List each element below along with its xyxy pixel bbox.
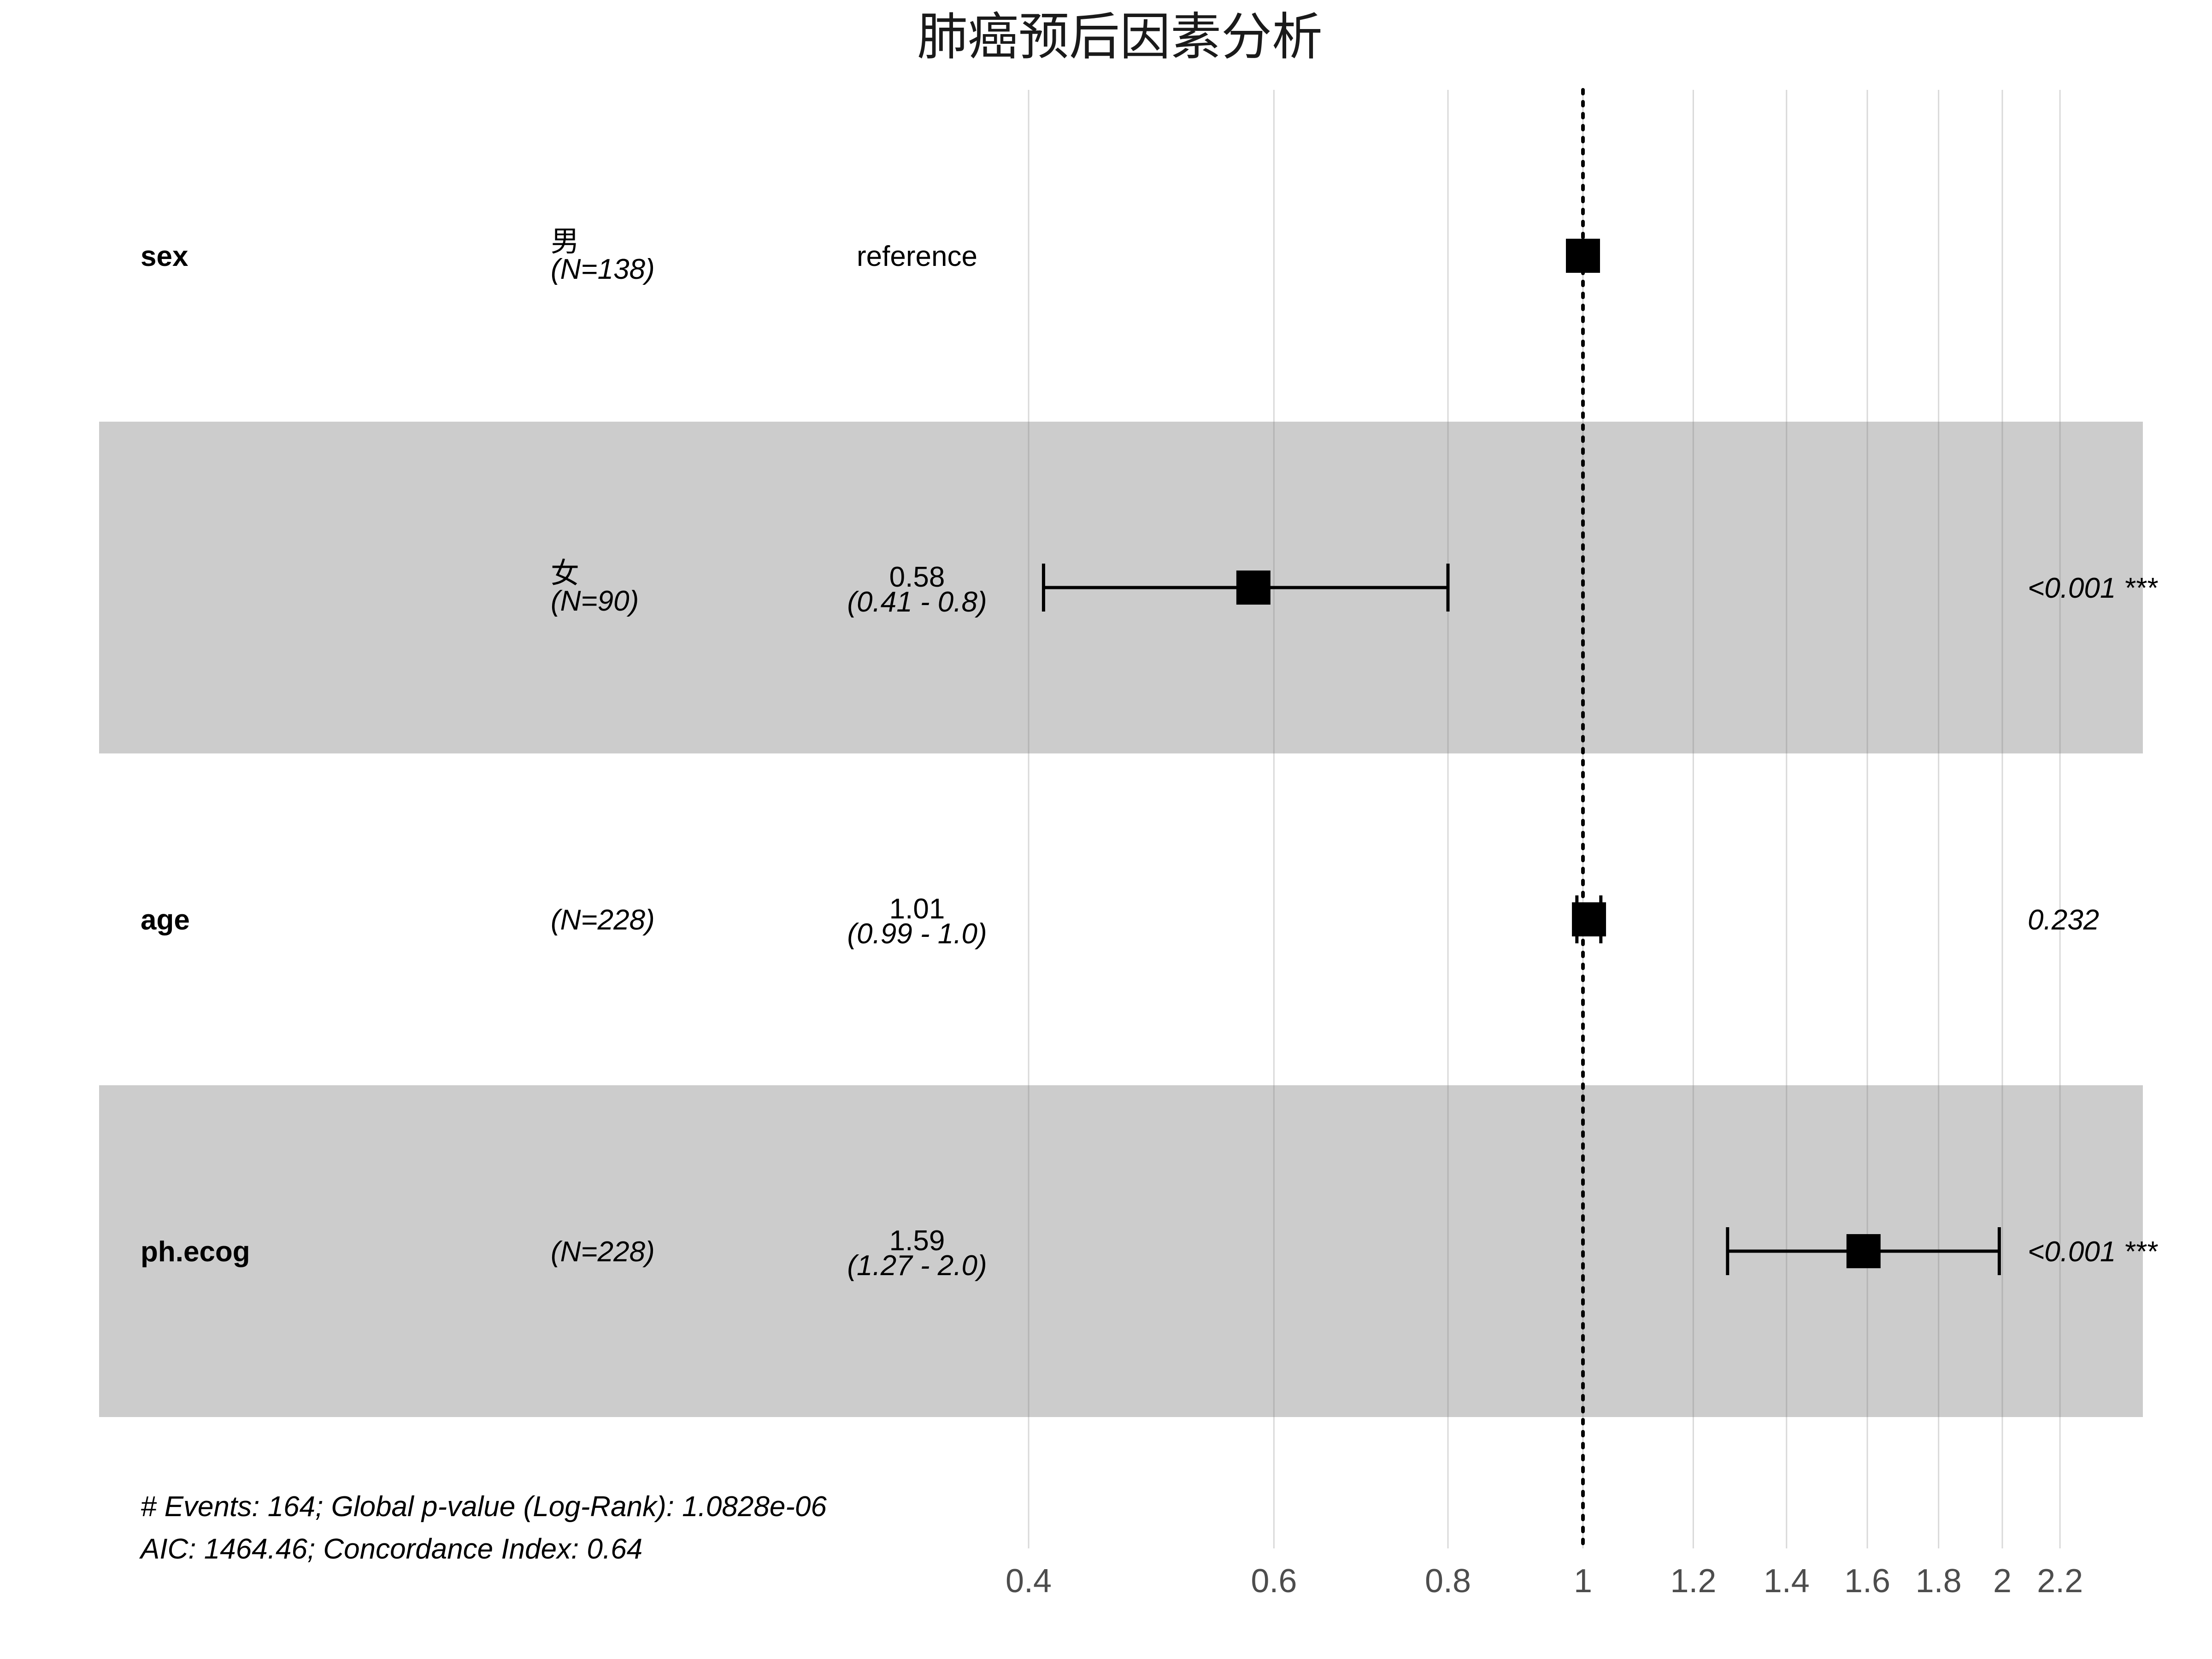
estimate-marker [1572,902,1606,936]
estimate-marker [1846,1234,1881,1268]
x-tick-label: 2 [1993,1563,2012,1600]
variable-label: sex [141,241,188,272]
variable-label: age [141,904,190,936]
estimate-label: reference [857,241,977,272]
estimate-label: 0.58 [889,561,945,593]
estimates [1041,239,2001,1275]
estimate-marker [1236,571,1271,605]
ci-label: (1.27 - 2.0) [847,1250,987,1282]
ci-label: (0.41 - 0.8) [847,586,987,618]
x-tick-label: 0.6 [1251,1563,1297,1600]
ci-label: (0.99 - 1.0) [847,918,987,950]
footnote-events: # Events: 164; Global p-value (Log-Rank)… [141,1491,827,1523]
level-n: (N=90) [551,585,639,617]
footnote-aic: AIC: 1464.46; Concordance Index: 0.64 [139,1533,642,1565]
estimate-marker [1566,239,1600,273]
x-tick-label: 0.8 [1425,1563,1471,1600]
level-label: 女 [551,558,579,589]
chart-title: 肺癌预后因素分析 [917,7,1323,66]
x-tick-label: 1 [1574,1563,1592,1600]
x-tick-label: 1.8 [1916,1563,1962,1600]
variable-label: ph.ecog [141,1236,250,1268]
x-tick-label: 0.4 [1006,1563,1052,1600]
estimate-label: 1.59 [889,1225,945,1257]
x-tick-label: 1.4 [1764,1563,1810,1600]
p-value-label: <0.001 *** [2028,572,2158,604]
p-value-label: <0.001 *** [2028,1236,2158,1268]
p-value-label: 0.232 [2028,904,2099,936]
row-labels: sex 男(N=138) reference 女(N=90) 0.58(0.41 - 0… [141,226,2158,1282]
level-n: (N=228) [551,1236,655,1268]
x-tick-label: 1.2 [1670,1563,1716,1600]
level-n: (N=228) [551,904,655,936]
level-label: 男 [551,226,579,258]
x-axis-ticks: 0.4 0.6 0.8 1 1.2 1.4 1.6 1.8 2 2.2 [1006,1563,2083,1600]
level-n: (N=138) [551,253,655,285]
estimate-label: 1.01 [889,893,945,925]
row-shading [99,422,2143,1417]
x-tick-label: 2.2 [2037,1563,2083,1600]
x-tick-label: 1.6 [1844,1563,1890,1600]
